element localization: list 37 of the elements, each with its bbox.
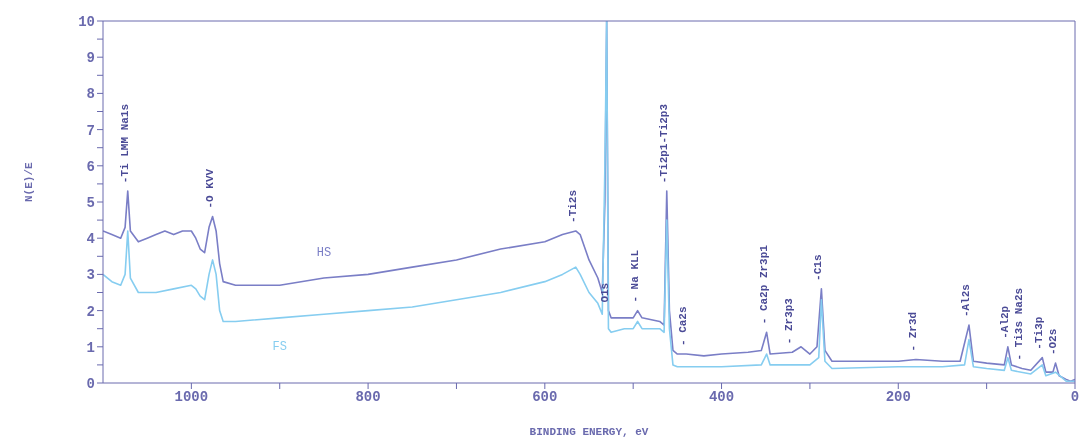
y-tick-label: 9 xyxy=(86,50,95,67)
x-tick-label: 800 xyxy=(355,388,381,405)
annotation: -O KVV xyxy=(203,168,216,209)
annotation: -Ti LMM Na1s xyxy=(118,103,131,184)
annotation: - Zr3p3 xyxy=(783,297,796,345)
annotation: O1s xyxy=(599,282,612,303)
annotation: -O2s xyxy=(1046,328,1059,356)
x-tick-label: 600 xyxy=(532,388,558,405)
y-axis-title: N(E)/E xyxy=(22,161,35,202)
annotation: - Zr3d xyxy=(906,311,919,352)
annotation: -C1s xyxy=(812,254,825,281)
annotation: - Ca2p Zr3p1 xyxy=(757,244,770,325)
x-tick-label: 1000 xyxy=(174,388,209,405)
series-label: FS xyxy=(272,339,287,354)
x-tick-label: 0 xyxy=(1070,388,1080,405)
y-tick-label: 6 xyxy=(86,158,95,175)
y-tick-label: 3 xyxy=(86,267,95,284)
x-tick-label: 200 xyxy=(885,388,911,405)
annotation: -Al2p xyxy=(998,305,1011,339)
y-tick-label: 4 xyxy=(86,231,95,248)
annotation: -Ti2s xyxy=(566,189,579,223)
y-tick-label: 7 xyxy=(86,122,95,139)
x-tick-label: 400 xyxy=(708,388,735,405)
series-label: HS xyxy=(316,246,332,261)
y-tick-label: 5 xyxy=(86,194,95,211)
y-tick-label: 1 xyxy=(86,339,95,356)
annotation: - Na KLL xyxy=(628,249,641,303)
y-tick-label: 8 xyxy=(86,86,95,103)
annotation: -Al2s xyxy=(959,284,972,318)
annotation: - Ti3s Na2s xyxy=(1012,287,1025,361)
y-tick-label: 0 xyxy=(86,375,95,392)
annotation: -Ti3p xyxy=(1033,316,1046,350)
y-tick-label: 10 xyxy=(78,13,95,30)
annotation: -Ti2p1-Ti2p3 xyxy=(657,103,670,184)
annotation: - Ca2s xyxy=(677,306,690,347)
y-tick-label: 2 xyxy=(86,303,95,320)
x-axis-title: BINDING ENERGY, eV xyxy=(529,426,649,438)
